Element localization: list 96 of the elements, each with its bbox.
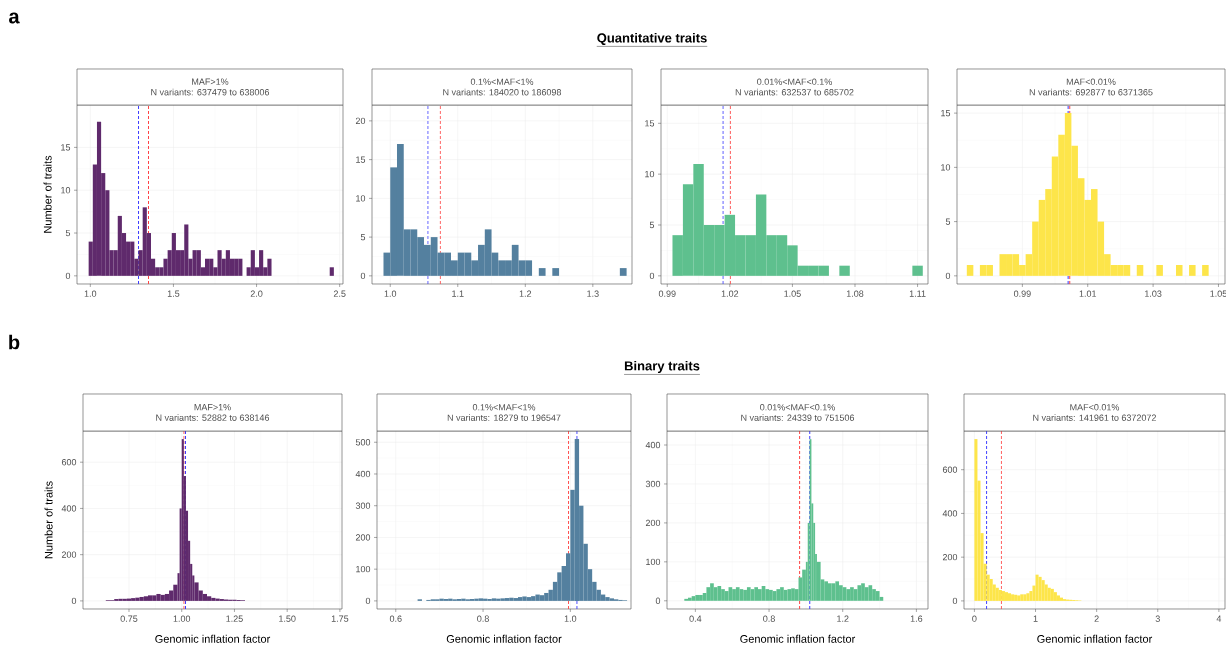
chart-title: MAF<0.01% [1070, 404, 1120, 411]
text: a [9, 12, 20, 24]
x-axis-title: Genomic inflation factor [1037, 634, 1153, 643]
y-tick-label: 600 [61, 459, 77, 466]
x-tick-label: 1.50 [279, 615, 296, 622]
x-tick-label: 1.00 [173, 615, 191, 622]
x-tick-label: 1.0 [84, 290, 97, 297]
y-tick-label: 5 [945, 218, 951, 225]
x-tick-label: 0.99 [658, 290, 676, 297]
y-tick-label: 200 [645, 519, 661, 527]
chart-title: MAF<0.01% [1066, 78, 1116, 85]
y-tick-label: 300 [645, 480, 661, 488]
x-tick-label: 1.75 [331, 615, 349, 622]
chart-title: MAF>1% [194, 404, 231, 411]
y-axis-title: Number of traits [44, 481, 53, 559]
y-tick-label: 15 [61, 144, 71, 151]
x-tick-label: 1.25 [226, 615, 243, 622]
y-tick-label: 0 [945, 272, 951, 280]
y-tick-label: 10 [645, 170, 655, 178]
x-tick-label: 0.8 [763, 615, 775, 622]
y-tick-label: 300 [355, 502, 371, 509]
x-tick-label: 0 [972, 615, 977, 622]
x-axis-title: Genomic inflation factor [446, 634, 562, 643]
y-tick-label: 400 [942, 510, 958, 517]
x-tick-label: 2.5 [333, 290, 346, 297]
chart-subtitle: N variants: 18279 to 196547 [447, 414, 561, 421]
y-tick-label: 0 [71, 597, 77, 605]
y-tick-label: 5 [649, 221, 655, 229]
y-tick-label: 5 [65, 229, 71, 237]
x-tick-label: 1.3 [587, 290, 599, 297]
y-tick-label: 100 [646, 558, 661, 566]
y-tick-label: 0 [360, 272, 366, 280]
chart-title: 0.01%<MAF<0.1% [760, 404, 835, 411]
x-tick-label: 0.6 [389, 615, 402, 622]
chart-subtitle: N variants: 141961 to 6372072 [1033, 414, 1156, 421]
y-tick-label: 200 [61, 551, 77, 558]
x-tick-label: 1.1 [452, 290, 464, 297]
x-tick-label: 1.01 [1079, 290, 1097, 297]
x-axis-title: Genomic inflation factor [155, 634, 271, 643]
y-tick-label: 600 [942, 466, 958, 473]
y-tick-label: 0 [365, 597, 371, 605]
x-tick-label: 0.99 [1013, 290, 1031, 297]
chart-title: MAF>1% [192, 78, 229, 85]
y-tick-label: 10 [356, 195, 366, 202]
y-axis-title: Number of traits [43, 155, 52, 233]
chart-subtitle: N variants: 24339 to 751506 [741, 414, 855, 421]
x-tick-label: 1.6 [910, 615, 923, 622]
chart-subtitle: N variants: 692877 to 6371365 [1029, 88, 1153, 96]
text: b [9, 334, 20, 350]
x-axis-title: Genomic inflation factor [740, 634, 856, 643]
chart-subtitle: N variants: 637479 to 638006 [151, 88, 270, 96]
y-tick-label: 15 [941, 109, 951, 117]
y-tick-label: 20 [355, 117, 366, 125]
x-tick-label: 0.75 [120, 615, 138, 622]
chart-subtitle: N variants: 184020 to 186098 [443, 88, 562, 96]
y-tick-label: 200 [355, 534, 371, 541]
text: Quantitative traits [597, 32, 707, 45]
x-tick-label: 1 [1033, 615, 1038, 622]
y-tick-label: 400 [355, 470, 371, 478]
y-tick-label: 400 [645, 441, 661, 449]
x-tick-label: 1.03 [1145, 290, 1162, 297]
chart-title: 0.01%<MAF<0.1% [757, 78, 832, 85]
x-tick-label: 1.0 [564, 615, 577, 622]
y-tick-label: 0 [65, 272, 71, 280]
x-tick-label: 1.2 [519, 290, 532, 297]
y-tick-label: 200 [942, 553, 958, 561]
x-tick-label: 4 [1216, 615, 1222, 622]
y-tick-label: 10 [61, 187, 71, 194]
x-tick-label: 1.05 [784, 290, 801, 297]
y-tick-label: 400 [61, 505, 77, 512]
x-tick-label: 1.0 [384, 290, 397, 297]
x-tick-label: 0.4 [689, 615, 702, 622]
y-tick-label: 500 [355, 439, 371, 446]
x-tick-label: 1.02 [721, 290, 739, 297]
chart-subtitle: N variants: 52882 to 638146 [156, 414, 270, 421]
y-tick-label: 15 [356, 156, 366, 163]
chart-subtitle: N variants: 632537 to 685702 [735, 88, 854, 96]
y-tick-label: 100 [356, 565, 371, 573]
x-tick-label: 1.11 [909, 290, 926, 297]
x-tick-label: 0.8 [477, 615, 489, 622]
y-tick-label: 5 [360, 233, 366, 241]
x-tick-label: 3 [1155, 615, 1160, 622]
y-tick-label: 0 [655, 597, 661, 604]
chart-title: 0.1%<MAF<1% [470, 78, 534, 85]
x-tick-label: 1.08 [846, 290, 864, 297]
y-tick-label: 15 [645, 120, 655, 127]
x-tick-label: 2 [1094, 615, 1099, 622]
y-tick-label: 10 [941, 164, 951, 171]
y-tick-label: 0 [952, 597, 958, 605]
x-tick-label: 1.2 [837, 615, 849, 622]
chart-title: 0.1%<MAF<1% [472, 404, 536, 411]
y-tick-label: 0 [649, 272, 655, 280]
text: Binary traits [624, 360, 700, 374]
x-tick-label: 1.5 [167, 290, 180, 297]
x-tick-label: 2.0 [250, 290, 263, 297]
x-tick-label: 1.05 [1210, 290, 1226, 297]
